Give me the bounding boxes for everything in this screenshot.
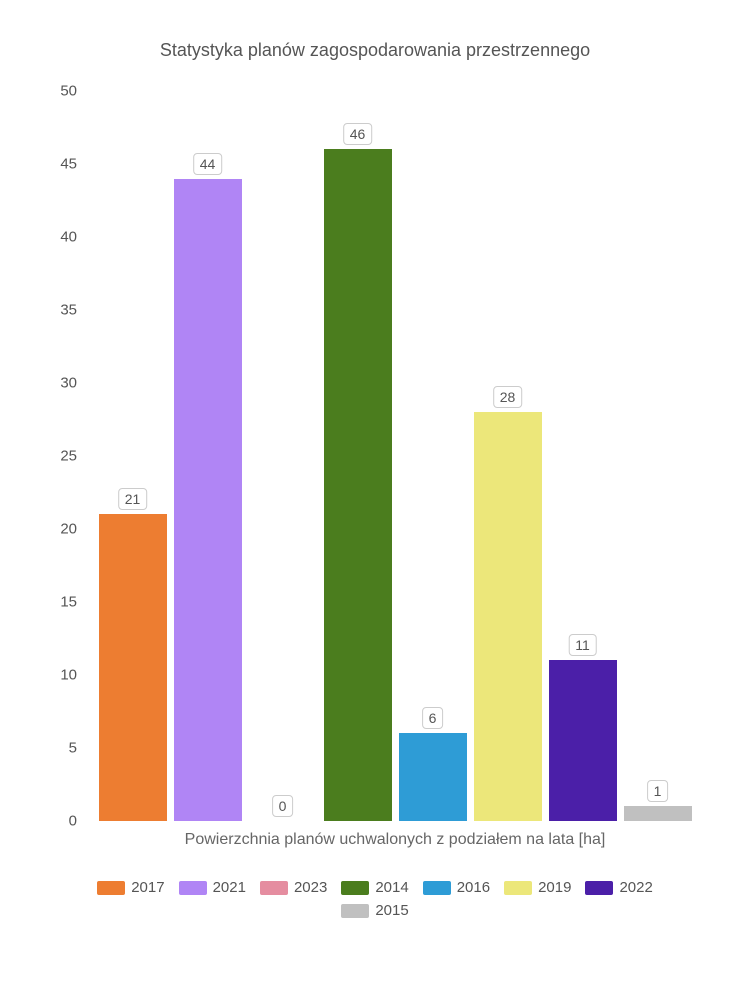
y-tick: 40 bbox=[60, 229, 77, 246]
bar: 44 bbox=[174, 179, 242, 821]
plot-area: 05101520253035404550 2144046628111 Powie… bbox=[90, 91, 700, 871]
legend-label: 2019 bbox=[538, 879, 571, 896]
legend: 2017 2021 2023 2014 2016 2019 2022 2015 bbox=[40, 879, 710, 919]
bar: 6 bbox=[399, 733, 467, 821]
y-tick: 50 bbox=[60, 83, 77, 100]
bar-value-label: 11 bbox=[568, 634, 597, 656]
y-tick: 30 bbox=[60, 375, 77, 392]
bar-value-label: 0 bbox=[272, 795, 294, 817]
legend-swatch bbox=[423, 881, 451, 895]
bar: 1 bbox=[624, 806, 692, 821]
bar-value-label: 44 bbox=[193, 153, 223, 175]
chart-title: Statystyka planów zagospodarowania przes… bbox=[40, 40, 710, 61]
legend-swatch bbox=[585, 881, 613, 895]
y-tick: 35 bbox=[60, 302, 77, 319]
legend-item: 2022 bbox=[585, 879, 652, 896]
chart-container: Statystyka planów zagospodarowania przes… bbox=[40, 40, 710, 960]
legend-label: 2023 bbox=[294, 879, 327, 896]
y-tick: 20 bbox=[60, 521, 77, 538]
bar-wrapper: 1 bbox=[622, 91, 693, 821]
y-tick: 10 bbox=[60, 667, 77, 684]
bar-value-label: 6 bbox=[422, 707, 444, 729]
bar: 28 bbox=[474, 412, 542, 821]
legend-label: 2014 bbox=[375, 879, 408, 896]
y-tick: 15 bbox=[60, 594, 77, 611]
bars-area: 2144046628111 bbox=[90, 91, 700, 821]
bar-wrapper: 11 bbox=[547, 91, 618, 821]
bar-wrapper: 28 bbox=[472, 91, 543, 821]
legend-label: 2022 bbox=[619, 879, 652, 896]
bar-wrapper: 21 bbox=[97, 91, 168, 821]
bar-value-label: 21 bbox=[118, 488, 148, 510]
x-axis-label: Powierzchnia planów uchwalonych z podzia… bbox=[90, 831, 700, 849]
legend-label: 2015 bbox=[375, 902, 408, 919]
legend-item: 2023 bbox=[260, 879, 327, 896]
legend-item: 2014 bbox=[341, 879, 408, 896]
legend-item: 2016 bbox=[423, 879, 490, 896]
bar-wrapper: 6 bbox=[397, 91, 468, 821]
y-tick: 45 bbox=[60, 156, 77, 173]
bar-wrapper: 0 bbox=[247, 91, 318, 821]
y-tick: 5 bbox=[69, 740, 77, 757]
legend-swatch bbox=[504, 881, 532, 895]
y-tick: 0 bbox=[69, 813, 77, 830]
legend-swatch bbox=[260, 881, 288, 895]
legend-swatch bbox=[341, 904, 369, 918]
bar: 11 bbox=[549, 660, 617, 821]
legend-item: 2015 bbox=[341, 902, 408, 919]
legend-swatch bbox=[341, 881, 369, 895]
bar-wrapper: 46 bbox=[322, 91, 393, 821]
legend-label: 2016 bbox=[457, 879, 490, 896]
bar-value-label: 28 bbox=[493, 386, 523, 408]
legend-item: 2017 bbox=[97, 879, 164, 896]
bar-wrapper: 44 bbox=[172, 91, 243, 821]
bar: 21 bbox=[99, 514, 167, 821]
y-axis: 05101520253035404550 bbox=[40, 91, 85, 821]
y-tick: 25 bbox=[60, 448, 77, 465]
legend-swatch bbox=[97, 881, 125, 895]
legend-label: 2021 bbox=[213, 879, 246, 896]
bar-value-label: 1 bbox=[647, 780, 669, 802]
legend-label: 2017 bbox=[131, 879, 164, 896]
legend-swatch bbox=[179, 881, 207, 895]
legend-item: 2019 bbox=[504, 879, 571, 896]
bar: 46 bbox=[324, 149, 392, 821]
legend-item: 2021 bbox=[179, 879, 246, 896]
bar-value-label: 46 bbox=[343, 123, 373, 145]
